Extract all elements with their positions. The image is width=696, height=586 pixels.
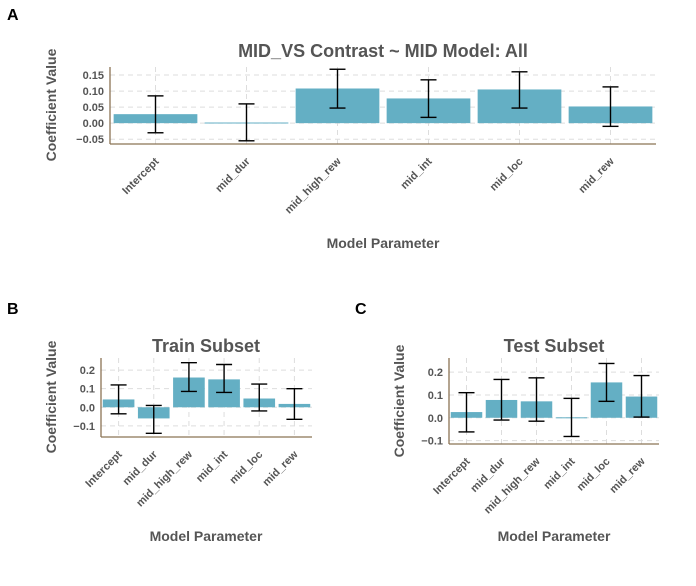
chart-c-x-tick-label: mid_rew — [608, 455, 648, 495]
chart-b-y-axis-label: Coefficient Value — [43, 340, 59, 453]
chart-c-error-bar — [598, 362, 615, 403]
chart-a-error-bar — [420, 79, 437, 119]
chart-a-error-bar — [238, 103, 255, 142]
chart-a-error-bar — [147, 95, 164, 134]
chart-b-x-tick-label: mid_int — [194, 448, 230, 484]
panel-letter-c: C — [355, 301, 367, 318]
chart-c-error-bar — [493, 378, 510, 421]
chart-a-x-tick-label: mid_int — [398, 155, 434, 191]
chart-c-title: Test Subset — [504, 336, 605, 356]
chart-c-error-bar — [563, 397, 580, 438]
chart-c-y-tick-label: 0.0 — [428, 413, 443, 425]
chart-a-y-tick-label: −0.05 — [76, 134, 104, 146]
chart-b-x-tick-label: mid_loc — [227, 449, 265, 487]
chart-a-error-bar — [511, 71, 528, 109]
chart-c-y-tick-label: 0.2 — [428, 367, 443, 379]
chart-b-error-bar — [251, 383, 268, 412]
chart-b-error-bar — [286, 387, 303, 421]
chart-panel-b: −0.10.00.10.2Interceptmid_durmid_high_re… — [43, 336, 312, 544]
chart-b-y-tick-label: 0.2 — [80, 365, 95, 377]
chart-a-x-tick-label: Intercept — [120, 155, 162, 197]
chart-b-error-bar — [145, 404, 162, 434]
chart-c-error-bar — [633, 374, 650, 418]
chart-c-y-tick-label: −0.1 — [421, 436, 443, 448]
chart-a-y-tick-label: 0.10 — [83, 86, 104, 98]
chart-b-y-tick-label: 0.1 — [80, 384, 95, 396]
chart-panel-a: −0.05 0.00 0.05 0.10 0.15 Intercept mid_dur mid… — [43, 41, 656, 251]
chart-a-x-tick-label: mid_rew — [577, 155, 617, 195]
chart-b-y-tick-label: −0.1 — [73, 421, 95, 433]
chart-a-error-bar — [329, 68, 346, 109]
chart-a-x-tick-label: mid_dur — [213, 155, 253, 195]
chart-c-x-axis-label: Model Parameter — [498, 528, 611, 544]
chart-b-title: Train Subset — [152, 336, 260, 356]
chart-c-y-tick-label: 0.1 — [428, 390, 443, 402]
chart-a-y-tick-label: 0.00 — [83, 118, 104, 130]
chart-a-y-tick-label: 0.05 — [83, 102, 104, 114]
chart-a-y-axis-label: Coefficient Value — [43, 48, 59, 161]
chart-b-x-tick-label: mid_rew — [260, 448, 300, 488]
chart-b-y-tick-label: 0.0 — [80, 402, 95, 414]
chart-a-error-bar — [602, 86, 619, 128]
chart-a-x-tick-label: mid_loc — [488, 156, 526, 194]
chart-b-x-tick-label: Intercept — [83, 448, 125, 490]
panel-letter-b: B — [7, 301, 19, 318]
chart-a-x-axis-label: Model Parameter — [327, 235, 440, 251]
chart-a-x-tick-label: mid_high_rew — [283, 155, 344, 216]
chart-a-title: MID_VS Contrast ~ MID Model: All — [238, 41, 528, 61]
chart-c-x-tick-label: Intercept — [431, 455, 473, 497]
chart-c-error-bar — [458, 391, 475, 433]
chart-b-x-axis-label: Model Parameter — [150, 528, 263, 544]
chart-b-error-bar — [216, 363, 233, 394]
chart-c-x-tick-label: mid_int — [541, 455, 577, 491]
panel-letter-a: A — [7, 7, 19, 24]
chart-c-y-axis-label: Coefficient Value — [391, 344, 407, 457]
chart-c-error-bar — [528, 377, 545, 422]
chart-b-error-bar — [180, 361, 197, 393]
chart-a-y-tick-label: 0.15 — [83, 70, 104, 82]
chart-panel-c: −0.10.00.10.2Interceptmid_durmid_high_re… — [391, 336, 659, 544]
chart-b-error-bar — [110, 384, 127, 415]
